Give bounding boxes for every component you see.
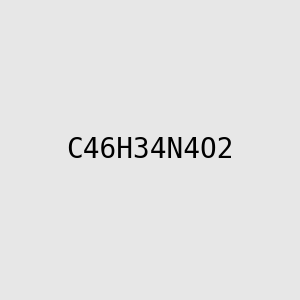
Text: C46H34N4O2: C46H34N4O2 (66, 136, 234, 164)
